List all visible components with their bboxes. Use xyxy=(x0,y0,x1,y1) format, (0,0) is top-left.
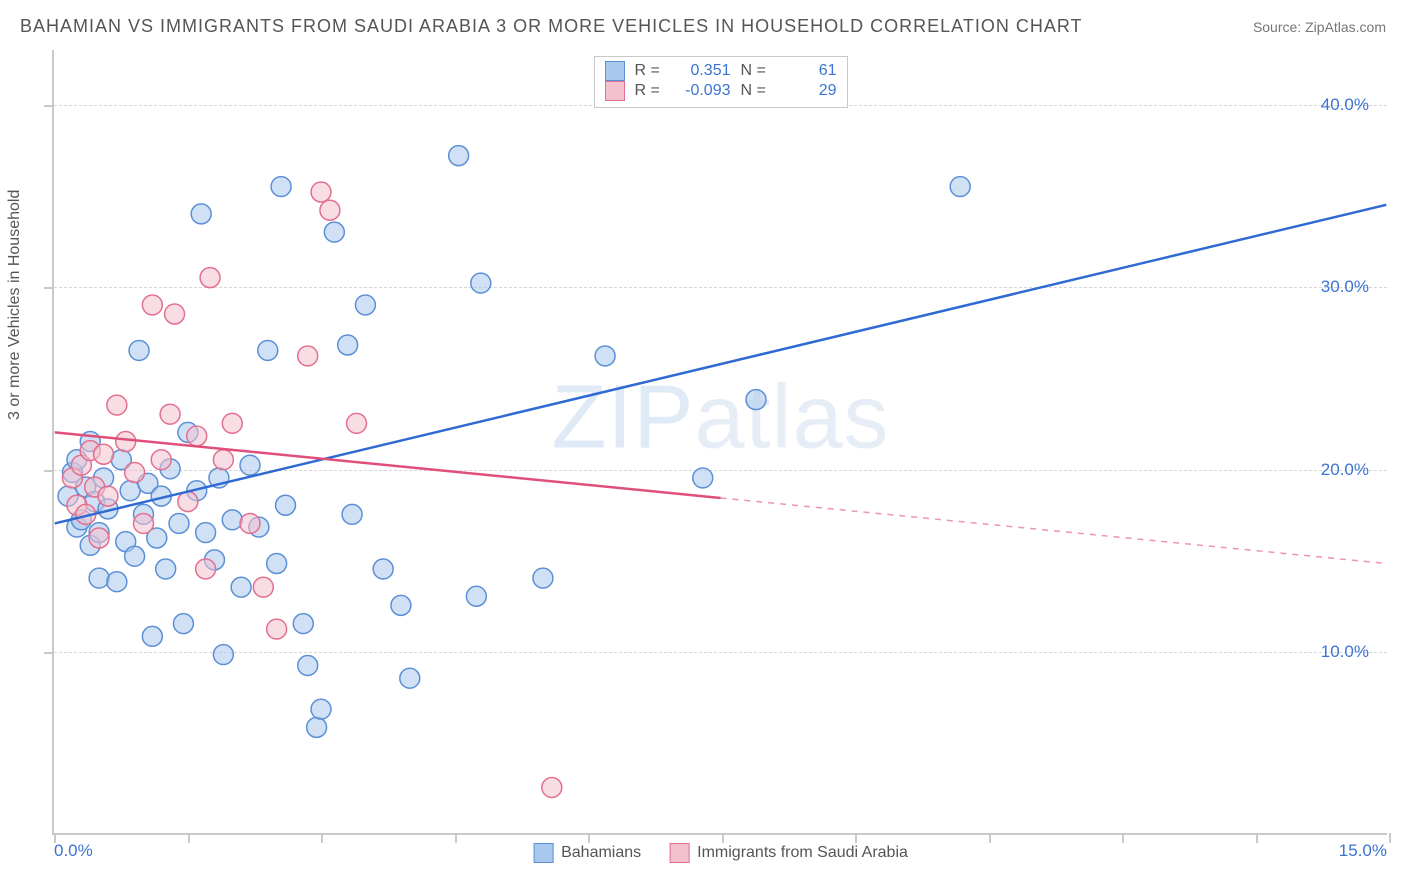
correlation-legend: R = 0.351 N = 61 R = -0.093 N = 29 xyxy=(594,56,848,108)
plot-area: ZIPatlas 10.0%20.0%30.0%40.0% R = 0.351 … xyxy=(52,50,1387,835)
chart-svg xyxy=(54,50,1387,833)
source-label: Source: ZipAtlas.com xyxy=(1253,19,1386,35)
y-axis-label: 3 or more Vehicles in Household xyxy=(6,190,24,420)
title-bar: BAHAMIAN VS IMMIGRANTS FROM SAUDI ARABIA… xyxy=(20,16,1386,37)
legend-item-saudi: Immigrants from Saudi Arabia xyxy=(669,843,908,863)
series-legend: Bahamians Immigrants from Saudi Arabia xyxy=(533,843,908,863)
n-value-2: 29 xyxy=(779,82,837,100)
x-tick-label-min: 0.0% xyxy=(54,841,93,861)
n-label: N = xyxy=(741,82,769,100)
r-label: R = xyxy=(635,62,663,80)
legend-item-bahamians: Bahamians xyxy=(533,843,641,863)
r-value-1: 0.351 xyxy=(673,62,731,80)
legend-row-2: R = -0.093 N = 29 xyxy=(605,81,837,101)
chart-title: BAHAMIAN VS IMMIGRANTS FROM SAUDI ARABIA… xyxy=(20,16,1083,37)
r-label: R = xyxy=(635,82,663,100)
swatch-bahamians xyxy=(533,843,553,863)
swatch-saudi xyxy=(669,843,689,863)
n-value-1: 61 xyxy=(779,62,837,80)
n-label: N = xyxy=(741,62,769,80)
legend-label-2: Immigrants from Saudi Arabia xyxy=(697,844,908,862)
swatch-saudi xyxy=(605,81,625,101)
legend-row-1: R = 0.351 N = 61 xyxy=(605,61,837,81)
swatch-bahamians xyxy=(605,61,625,81)
legend-label-1: Bahamians xyxy=(561,844,641,862)
r-value-2: -0.093 xyxy=(673,82,731,100)
x-tick-label-max: 15.0% xyxy=(1339,841,1387,861)
